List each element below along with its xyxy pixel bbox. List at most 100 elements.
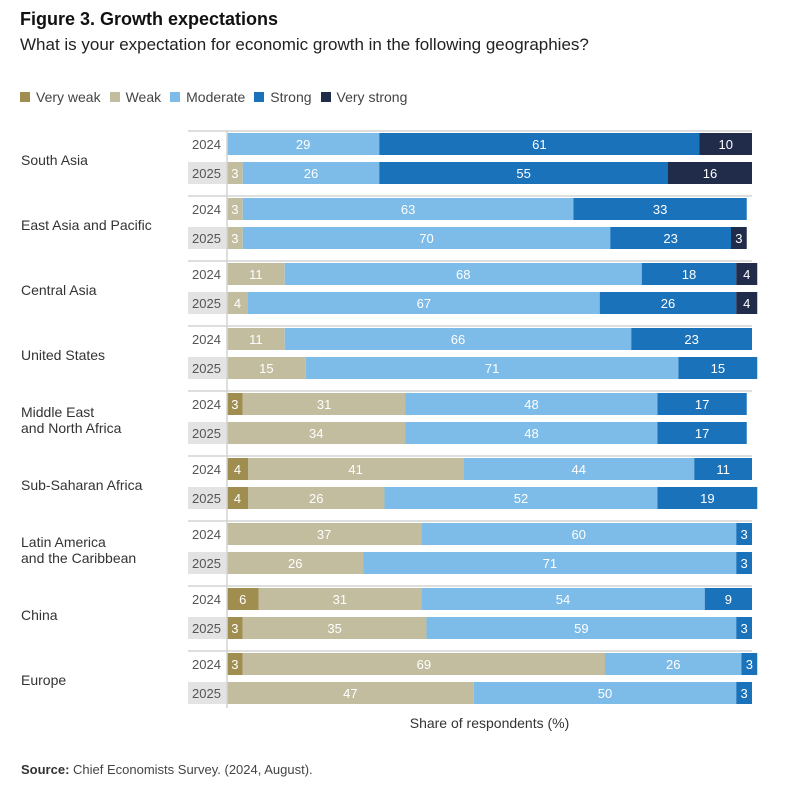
legend-item-moderate: Moderate bbox=[170, 89, 245, 105]
category-label-line: Central Asia bbox=[21, 282, 97, 298]
bar-segment-moderate bbox=[426, 617, 737, 639]
bar-segment-weak bbox=[227, 162, 243, 184]
year-label-bg bbox=[188, 133, 227, 155]
legend-label: Moderate bbox=[186, 89, 246, 105]
category-label-line: South Asia bbox=[21, 152, 88, 168]
year-label: 2025 bbox=[192, 556, 221, 571]
legend-label: Very strong bbox=[336, 89, 408, 105]
data-label: 15 bbox=[259, 361, 273, 376]
bar-segment-strong bbox=[641, 263, 737, 285]
bar-segment-weak bbox=[227, 422, 406, 444]
data-label: 34 bbox=[309, 426, 323, 441]
bar-segment-strong bbox=[379, 133, 700, 155]
legend-swatch-weak bbox=[109, 92, 120, 102]
category-label-line: Latin America bbox=[21, 534, 106, 550]
data-label: 4 bbox=[743, 267, 750, 282]
bar-segment-very-weak bbox=[227, 617, 243, 639]
year-label-bg bbox=[188, 328, 227, 350]
year-label-bg bbox=[188, 523, 227, 545]
bar-segment-very-weak bbox=[227, 588, 259, 610]
year-label: 2024 bbox=[192, 592, 221, 607]
bar-segment-weak bbox=[227, 523, 422, 545]
bar-segment-moderate bbox=[421, 588, 705, 610]
data-label: 26 bbox=[304, 166, 318, 181]
year-label: 2025 bbox=[192, 686, 221, 701]
bar-segment-moderate bbox=[284, 328, 632, 350]
bar-segment-strong bbox=[657, 422, 747, 444]
data-label: 3 bbox=[231, 621, 238, 636]
data-label: 3 bbox=[741, 621, 748, 636]
legend-item-weak: Weak bbox=[109, 89, 161, 105]
data-label: 3 bbox=[746, 657, 753, 672]
year-label: 2024 bbox=[192, 462, 221, 477]
bar-segment-strong bbox=[741, 653, 758, 675]
bar-segment-strong bbox=[736, 552, 752, 574]
category-label-line: United States bbox=[21, 347, 105, 363]
year-label: 2024 bbox=[192, 527, 221, 542]
x-axis-label: Share of respondents (%) bbox=[409, 715, 570, 731]
data-label: 29 bbox=[296, 137, 310, 152]
bar-segment-very-weak bbox=[227, 458, 248, 480]
bar-segment-strong bbox=[631, 328, 752, 350]
data-label: 61 bbox=[532, 137, 546, 152]
year-label: 2025 bbox=[192, 621, 221, 636]
data-label: 52 bbox=[514, 491, 528, 506]
bar-segment-moderate bbox=[284, 263, 642, 285]
year-label-bg bbox=[188, 552, 227, 574]
data-label: 54 bbox=[556, 592, 570, 607]
data-label: 70 bbox=[419, 231, 433, 246]
legend: Very weak Weak Moderate Strong Very stro… bbox=[20, 89, 416, 105]
data-label: 3 bbox=[231, 231, 238, 246]
legend-item-strong: Strong bbox=[254, 89, 312, 105]
data-label: 37 bbox=[317, 527, 331, 542]
data-label: 41 bbox=[348, 462, 362, 477]
data-label: 17 bbox=[695, 397, 709, 412]
data-label: 3 bbox=[741, 527, 748, 542]
legend-swatch-very-weak bbox=[20, 92, 30, 102]
bar-segment-strong bbox=[573, 198, 747, 220]
bar-segment-weak bbox=[258, 588, 422, 610]
bar-segment-very-strong bbox=[736, 263, 758, 285]
category-label: United States bbox=[21, 347, 105, 363]
year-label-bg bbox=[188, 588, 227, 610]
source-label: Source: bbox=[21, 762, 70, 777]
bar-segment-moderate bbox=[242, 227, 611, 249]
year-label-bg bbox=[188, 198, 227, 220]
bar-segment-moderate bbox=[305, 357, 679, 379]
category-label-line: Europe bbox=[21, 672, 66, 688]
figure-title: Figure 3. Growth expectations bbox=[20, 9, 279, 29]
bar-segment-moderate bbox=[242, 198, 574, 220]
bar-segment-moderate bbox=[248, 292, 600, 314]
year-label-bg bbox=[188, 357, 227, 379]
year-label-bg bbox=[188, 227, 227, 249]
year-label-bg bbox=[188, 393, 227, 415]
data-label: 48 bbox=[524, 426, 538, 441]
bar-segment-moderate bbox=[421, 523, 737, 545]
bar-segment-weak bbox=[242, 653, 605, 675]
bar-segment-moderate bbox=[405, 422, 658, 444]
year-label: 2024 bbox=[192, 267, 221, 282]
bar-segment-very-strong bbox=[731, 227, 747, 249]
data-label: 9 bbox=[725, 592, 732, 607]
bar-segment-weak bbox=[242, 393, 406, 415]
bar-segment-weak bbox=[248, 487, 385, 509]
bar-segment-weak bbox=[227, 682, 474, 704]
bar-segment-strong bbox=[657, 487, 758, 509]
bar-segment-strong bbox=[678, 357, 758, 379]
bar-segment-very-weak bbox=[227, 487, 248, 509]
year-label-bg bbox=[188, 653, 227, 675]
category-label: Sub-Saharan Africa bbox=[21, 477, 143, 493]
bar-segment-moderate bbox=[463, 458, 695, 480]
category-label-line: Sub-Saharan Africa bbox=[21, 477, 143, 493]
bar-segment-very-strong bbox=[736, 292, 758, 314]
bar-segment-moderate bbox=[473, 682, 737, 704]
data-label: 35 bbox=[327, 621, 341, 636]
data-label: 26 bbox=[288, 556, 302, 571]
bar-segment-very-strong bbox=[668, 162, 752, 184]
data-label: 18 bbox=[682, 267, 696, 282]
bar-segment-weak bbox=[227, 552, 364, 574]
data-label: 17 bbox=[695, 426, 709, 441]
data-label: 66 bbox=[451, 332, 465, 347]
year-label: 2024 bbox=[192, 657, 221, 672]
legend-item-very-strong: Very strong bbox=[320, 89, 408, 105]
